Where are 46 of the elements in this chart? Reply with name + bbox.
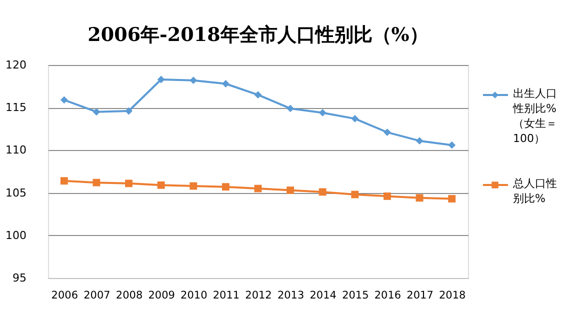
y-tick-label: 105 xyxy=(6,186,26,200)
point xyxy=(222,80,230,88)
x-tick-label: 2014 xyxy=(310,290,337,302)
x-tick-label: 2008 xyxy=(116,290,143,302)
point xyxy=(448,141,456,149)
x-tick-label: 2009 xyxy=(148,290,175,302)
legend-label: 总人口性别比% xyxy=(512,177,557,205)
point xyxy=(318,109,326,116)
point xyxy=(416,194,424,202)
point xyxy=(92,108,100,116)
point xyxy=(384,192,391,200)
point xyxy=(448,195,456,202)
x-tick-label: 2016 xyxy=(374,290,402,302)
y-tick-label: 120 xyxy=(6,58,26,72)
point xyxy=(222,183,230,191)
point xyxy=(416,137,424,145)
x-tick-label: 2012 xyxy=(245,290,272,302)
point xyxy=(286,104,294,112)
x-tick-label: 2013 xyxy=(277,290,304,302)
point xyxy=(190,182,198,190)
point xyxy=(351,114,359,122)
x-tick-label: 2018 xyxy=(438,290,466,302)
point xyxy=(318,188,326,196)
point xyxy=(190,76,198,84)
legend-label: 出生人口性别比%（女生＝100） xyxy=(512,87,557,145)
x-tick-label: 2007 xyxy=(84,290,110,302)
x-tick-label: 2010 xyxy=(180,290,208,302)
y-tick-label: 95 xyxy=(12,272,26,284)
chart-title: 2006年-2018年全市人口性别比（%） xyxy=(88,24,428,46)
y-tick-label: 100 xyxy=(6,228,26,242)
y-tick-label: 115 xyxy=(6,101,26,114)
point xyxy=(60,96,68,104)
point xyxy=(157,181,165,189)
point xyxy=(60,177,68,185)
point xyxy=(351,190,359,198)
x-tick-label: 2017 xyxy=(406,290,434,302)
point xyxy=(254,91,262,99)
point xyxy=(384,128,391,136)
point xyxy=(125,180,132,188)
point xyxy=(286,186,294,194)
y-tick-label: 110 xyxy=(6,144,26,157)
point xyxy=(157,76,165,84)
x-tick-label: 2006 xyxy=(51,290,78,302)
x-tick-label: 2011 xyxy=(212,290,240,302)
point xyxy=(92,178,100,186)
x-tick-label: 2015 xyxy=(342,290,369,302)
